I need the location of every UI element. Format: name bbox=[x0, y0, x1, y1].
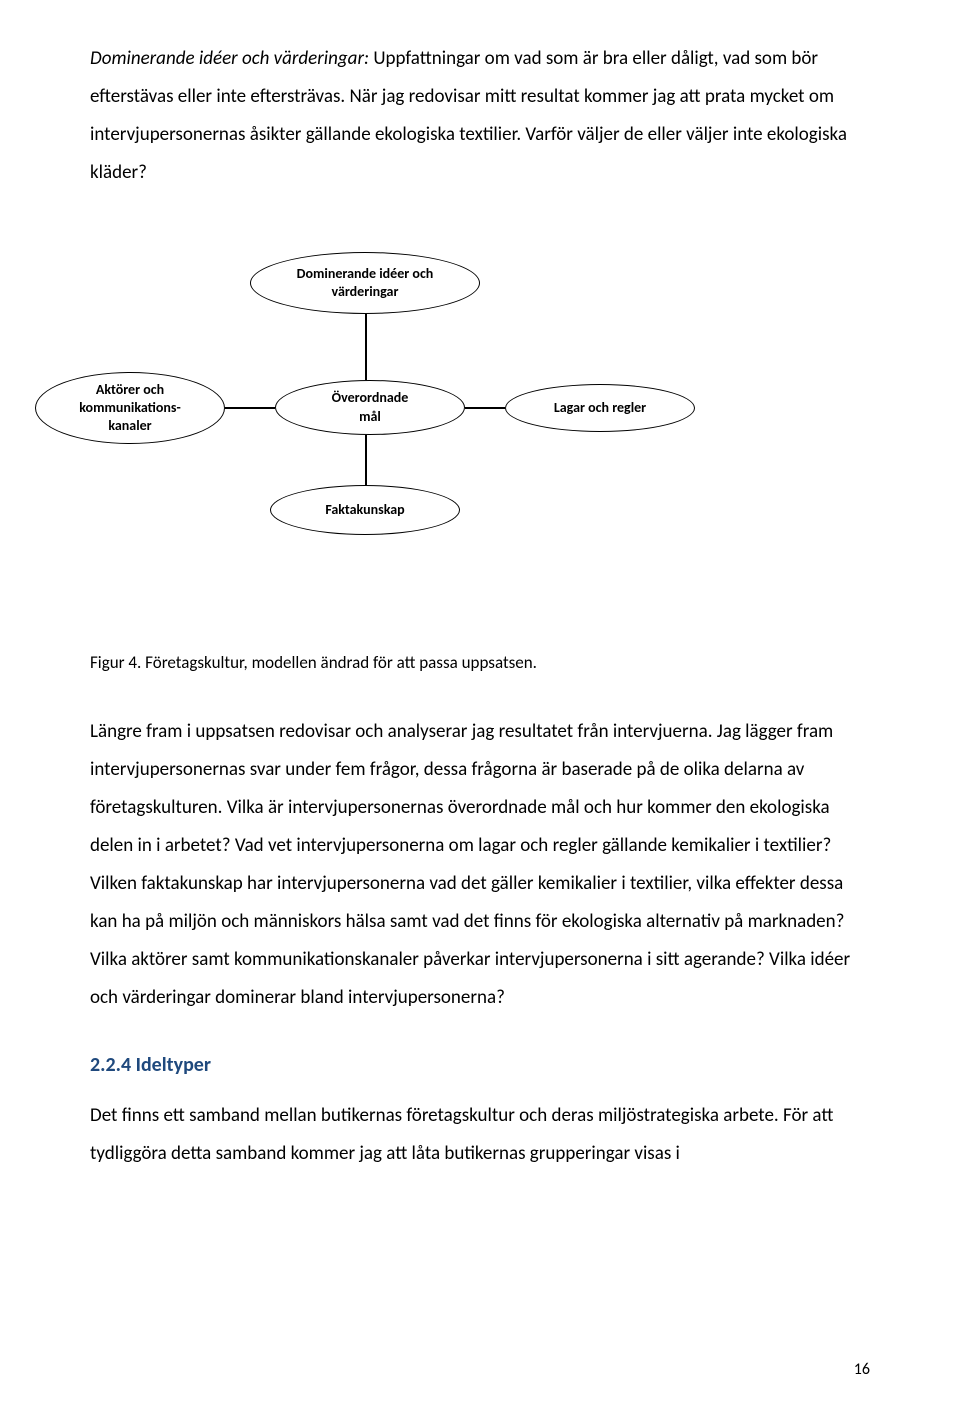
paragraph-2: Längre fram i uppsatsen redovisar och an… bbox=[90, 713, 870, 1017]
node-top: Dominerande idéer ochvärderingar bbox=[250, 252, 480, 314]
paragraph-3: Det finns ett samband mellan butikernas … bbox=[90, 1097, 870, 1173]
section-heading: 2.2.4 Ideltyper bbox=[90, 1053, 870, 1077]
node-left-label: Aktörer ochkommunikations-kanaler bbox=[79, 381, 181, 436]
flowchart-diagram: Dominerande idéer ochvärderingar Aktörer… bbox=[90, 252, 870, 612]
page-number: 16 bbox=[854, 1360, 870, 1379]
edge-center-right bbox=[465, 407, 505, 409]
node-left: Aktörer ochkommunikations-kanaler bbox=[35, 372, 225, 444]
paragraph-1-lead: Dominerande idéer och värderingar: bbox=[90, 47, 369, 70]
node-top-label: Dominerande idéer ochvärderingar bbox=[297, 265, 434, 301]
paragraph-1: Dominerande idéer och värderingar: Uppfa… bbox=[90, 40, 870, 192]
figure-caption: Figur 4. Företagskultur, modellen ändrad… bbox=[90, 652, 870, 673]
node-right-label: Lagar och regler bbox=[554, 399, 646, 417]
node-bottom: Faktakunskap bbox=[270, 485, 460, 535]
node-right: Lagar och regler bbox=[505, 384, 695, 432]
edge-top-center bbox=[365, 314, 367, 380]
node-center-label: Överordnademål bbox=[332, 389, 409, 425]
node-center: Överordnademål bbox=[275, 380, 465, 435]
node-bottom-label: Faktakunskap bbox=[325, 501, 404, 519]
edge-center-bottom bbox=[365, 435, 367, 485]
edge-left-center bbox=[225, 407, 275, 409]
